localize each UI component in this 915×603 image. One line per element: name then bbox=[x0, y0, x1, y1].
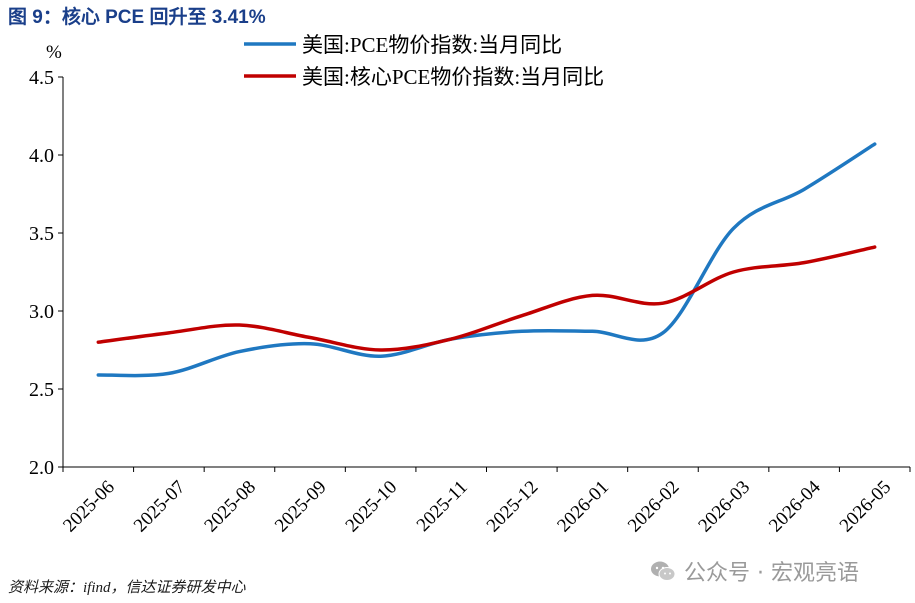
x-tick-label: 2025-06 bbox=[59, 477, 119, 537]
y-tick-label: 2.0 bbox=[29, 457, 54, 479]
source-note: 资料来源：ifind，信达证券研发中心 bbox=[8, 580, 246, 596]
x-tick-label: 2026-04 bbox=[765, 476, 825, 536]
x-tick-label: 2025-10 bbox=[342, 477, 402, 537]
y-tick-label: 4.0 bbox=[29, 145, 54, 167]
y-tick-label: 2.5 bbox=[29, 379, 54, 401]
x-tick-label: 2025-07 bbox=[130, 477, 190, 537]
series-line-2 bbox=[96, 245, 877, 352]
axes: 2.0 2.5 3.0 3.5 4.0 4.5% 2025-06 2025-07 2025-08… bbox=[29, 42, 911, 537]
x-tick-label: 2026-03 bbox=[694, 477, 754, 537]
legend-label-1: 美国:PCE物价指数:当月同比 bbox=[302, 33, 562, 57]
y-tick-label: 3.5 bbox=[29, 223, 54, 245]
y-tick-label: 4.5 bbox=[29, 67, 54, 89]
x-tick-label: 2026-05 bbox=[836, 477, 896, 537]
y-tick-label: 3.0 bbox=[29, 301, 54, 323]
chart-title: 图 9：核心 PCE 回升至 3.41% bbox=[8, 7, 266, 28]
x-tick-label: 2026-02 bbox=[624, 477, 684, 537]
y-unit-label: % bbox=[46, 42, 62, 63]
watermark: 公众号 · 宏观亮语 bbox=[650, 555, 859, 587]
watermark-text: 公众号 · 宏观亮语 bbox=[684, 561, 859, 586]
x-tick-label: 2025-09 bbox=[271, 477, 331, 537]
x-tick-label: 2025-12 bbox=[483, 477, 543, 537]
x-tick-label: 2026-01 bbox=[553, 477, 613, 537]
series-lines bbox=[96, 142, 877, 378]
wechat-icon bbox=[651, 561, 676, 581]
x-tick-label: 2025-08 bbox=[200, 477, 260, 537]
legend-label-2: 美国:核心PCE物价指数:当月同比 bbox=[302, 65, 604, 89]
series-line-1 bbox=[96, 142, 877, 378]
x-tick-label: 2025-11 bbox=[413, 477, 472, 536]
